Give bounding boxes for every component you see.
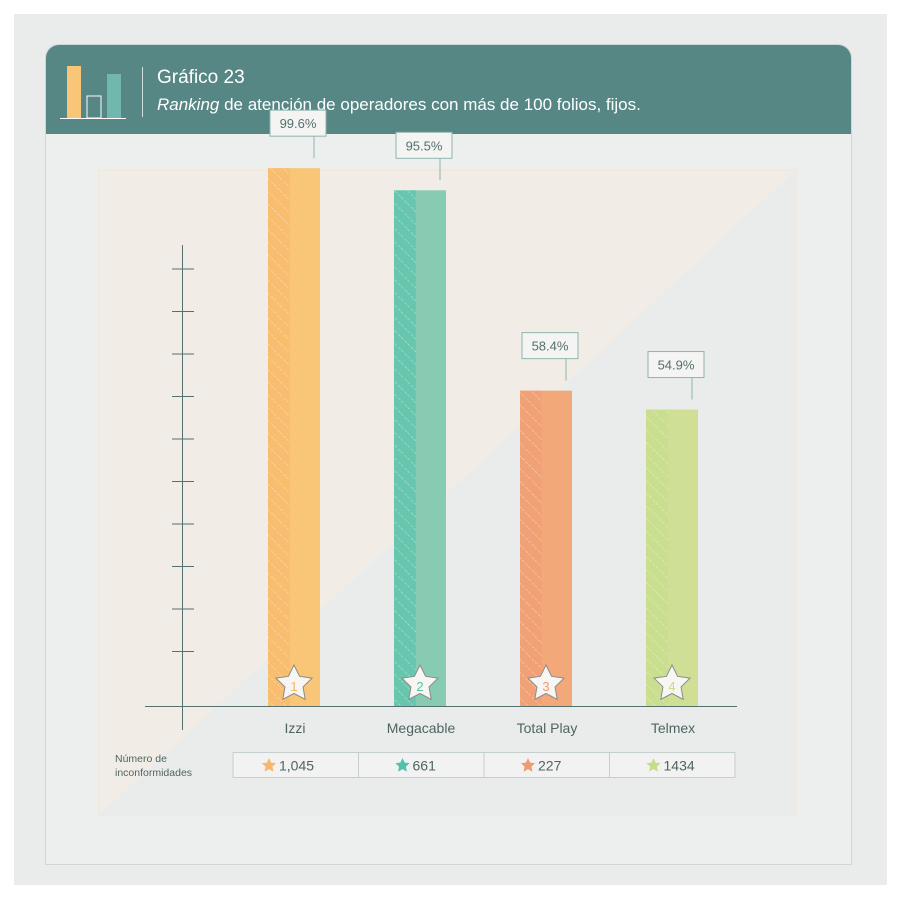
category-label-telmex: Telmex [651,720,695,736]
chart-title-italic: Ranking [157,95,220,114]
chart-header: Gráfico 23 Ranking de atención de operad… [46,45,851,134]
rank-number-izzi: 1 [290,679,297,694]
rank-number-megacable: 2 [416,679,423,694]
chart-title-rest: de atención de operadores con más de 100… [219,95,641,114]
chart-title: Ranking de atención de operadores con má… [157,95,641,115]
value-callout-megacable [395,131,453,159]
value-callout-total-play [521,332,579,360]
side-label-line2: inconformidades [115,767,192,779]
rank-star-icon [274,663,314,701]
rank-star-icon [526,663,566,701]
category-label-megacable: Megacable [387,720,456,736]
bar-chart-logo-icon [60,66,126,119]
inconformidades-value-megacable: 661 [413,758,437,774]
inconformidades-value-telmex: 1434 [664,758,695,774]
inconformidades-cells: 1,045 661 227 1434 [261,752,695,778]
rank-star-icon [400,663,440,701]
header-divider [142,67,143,117]
bar-hatch-telmex [646,409,668,706]
inconformidades-value-izzi: 1,045 [279,758,314,774]
category-label-izzi: Izzi [285,720,306,736]
bar-hatch-total-play [520,390,542,706]
count-star-icon [646,758,661,772]
bars-group [268,168,698,707]
value-label-telmex: 54.9% [658,358,695,373]
chart-number: Gráfico 23 [157,67,245,88]
labels-group: 99.6% 1 Izzi 95.5% 2 Megacable 58.4% 3 Total Pla… [269,109,705,736]
rank-number-telmex: 4 [668,679,675,694]
value-label-megacable: 95.5% [406,138,443,153]
bar-hatch-izzi [268,168,290,706]
side-label-line1: Número de [115,753,167,765]
count-star-icon [261,758,277,772]
count-star-icon [395,758,410,772]
rank-star-icon [652,663,692,701]
value-label-total-play: 58.4% [532,339,569,354]
y-axis-ticks [172,268,194,652]
category-label-total-play: Total Play [517,720,578,736]
count-star-icon [520,758,536,772]
bar-hatch-megacable [394,190,416,707]
value-callout-izzi [269,109,327,137]
inconformidades-value-total-play: 227 [538,758,562,774]
value-label-izzi: 99.6% [280,116,317,131]
rank-number-total-play: 3 [542,679,549,694]
value-callout-telmex [647,351,705,379]
